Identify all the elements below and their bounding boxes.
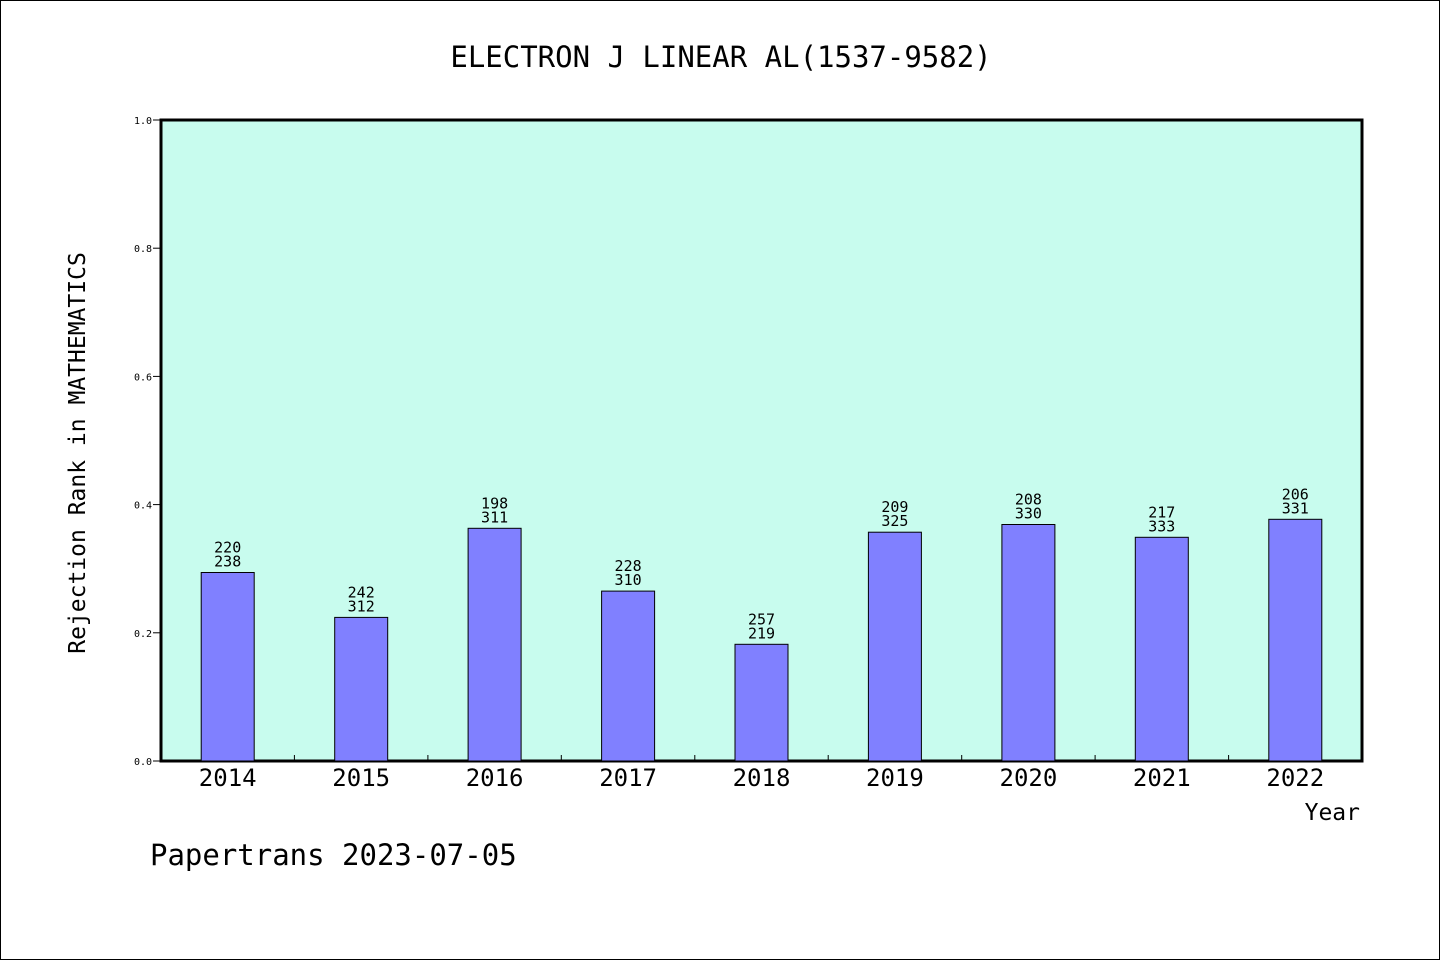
bar-label-bottom-2017: 310 xyxy=(615,571,642,589)
bar-2020 xyxy=(1001,524,1056,762)
x-tick-label-2016: 2016 xyxy=(466,764,524,792)
y-axis-label: Rejection Rank in MATHEMATICS xyxy=(65,252,91,654)
bar-label-bottom-2019: 325 xyxy=(881,512,908,530)
x-tick-label-2014: 2014 xyxy=(199,764,257,792)
y-axis: 0.0 0.2 0.4 0.6 0.8 1.0 xyxy=(134,116,161,768)
x-tick-label-2020: 2020 xyxy=(1000,764,1058,792)
bar-label-bottom-2022: 331 xyxy=(1282,499,1309,517)
bar-2014 xyxy=(200,572,255,762)
x-axis-label: Year xyxy=(1305,800,1360,826)
bar-2018 xyxy=(734,643,789,762)
y-tick-label: 0.0 xyxy=(134,757,152,768)
footer-credit: Papertrans 2023-07-05 xyxy=(150,838,517,872)
x-tick-label-2019: 2019 xyxy=(866,764,924,792)
y-tick-label: 1.0 xyxy=(134,116,152,127)
x-tick-label-2015: 2015 xyxy=(332,764,390,792)
bars-group xyxy=(200,518,1323,762)
chart-title: ELECTRON J LINEAR AL(1537-9582) xyxy=(450,40,991,74)
bar-label-bottom-2018: 219 xyxy=(748,624,775,642)
bar-label-top-2015: 242 xyxy=(348,583,375,601)
bar-label-bottom-2020: 330 xyxy=(1015,505,1042,523)
bar-label-top-2018: 257 xyxy=(748,610,775,628)
bar-label-top-2020: 208 xyxy=(1015,491,1042,509)
bar-2022 xyxy=(1268,518,1323,762)
bar-2017 xyxy=(601,590,656,762)
bar-label-top-2019: 209 xyxy=(881,498,908,516)
x-axis: 2014 2015 2016 2017 2018 2019 2020 2021 2022 xyxy=(199,755,1324,792)
bar-2015 xyxy=(334,616,389,762)
y-tick-label: 0.4 xyxy=(134,501,152,512)
y-tick-label: 0.2 xyxy=(134,629,152,640)
bar-label-bottom-2021: 333 xyxy=(1148,517,1175,535)
y-tick-label: 0.6 xyxy=(134,372,152,383)
bar-label-bottom-2016: 311 xyxy=(481,508,508,526)
bar-label-bottom-2014: 238 xyxy=(214,553,241,571)
bar-label-top-2022: 206 xyxy=(1282,485,1309,503)
bar-2021 xyxy=(1134,536,1189,762)
x-tick-label-2022: 2022 xyxy=(1266,764,1324,792)
bar-label-top-2021: 217 xyxy=(1148,503,1175,521)
x-tick-label-2018: 2018 xyxy=(733,764,791,792)
bar-label-top-2014: 220 xyxy=(214,539,241,557)
bar-2016 xyxy=(467,527,522,762)
bar-label-top-2016: 198 xyxy=(481,494,508,512)
x-tick-label-2017: 2017 xyxy=(599,764,657,792)
bar-labels-group: 2202382423121983112283102572192093252083… xyxy=(214,485,1309,642)
bar-label-top-2017: 228 xyxy=(615,557,642,575)
bar-2019 xyxy=(867,531,922,762)
x-tick-label-2021: 2021 xyxy=(1133,764,1191,792)
y-tick-label: 0.8 xyxy=(134,244,152,255)
bar-label-bottom-2015: 312 xyxy=(348,597,375,615)
